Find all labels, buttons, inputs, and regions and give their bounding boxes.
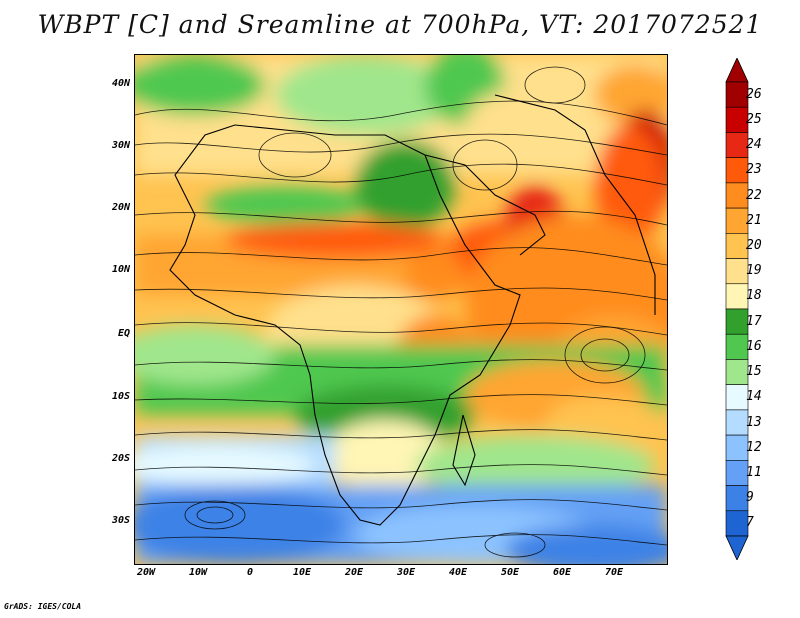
colorbar-cell bbox=[725, 157, 749, 184]
colorbar-cell bbox=[725, 283, 749, 310]
colorbar-cell bbox=[725, 132, 749, 158]
colorbar-label: 26 bbox=[746, 86, 762, 102]
lat-label: 40N bbox=[111, 78, 130, 89]
lon-label: 10E bbox=[292, 567, 312, 578]
colorbar-cell bbox=[725, 333, 749, 360]
colorbar-cell bbox=[725, 233, 749, 259]
colorbar-cell bbox=[725, 258, 749, 285]
colorbar-max-arrow bbox=[725, 58, 749, 83]
colorbar-label: 21 bbox=[746, 212, 762, 228]
colorbar-label: 12 bbox=[746, 439, 762, 455]
colorbar-cell bbox=[725, 308, 749, 335]
colorbar-cell bbox=[725, 409, 749, 436]
lat-label: 20N bbox=[111, 202, 130, 213]
colorbar-cell bbox=[725, 81, 749, 108]
wbpt-streamline-plot bbox=[135, 55, 667, 564]
colorbar-label: 9 bbox=[746, 490, 754, 506]
lat-label: EQ bbox=[117, 328, 130, 339]
lat-label: 30N bbox=[111, 140, 130, 151]
lon-label: 20E bbox=[344, 567, 364, 578]
colorbar-label: 14 bbox=[746, 389, 762, 405]
colorbar-cell bbox=[725, 460, 749, 486]
colorbar-min-arrow bbox=[725, 535, 749, 560]
lon-label: 10W bbox=[188, 567, 208, 578]
colorbar-label: 25 bbox=[746, 111, 762, 127]
colorbar-label: 22 bbox=[746, 187, 762, 203]
lon-label: 0 bbox=[246, 567, 254, 578]
weather-map bbox=[134, 54, 668, 565]
colorbar-label: 24 bbox=[746, 137, 762, 153]
colorbar bbox=[725, 58, 749, 560]
streamlines bbox=[135, 66, 667, 558]
colorbar-cell bbox=[725, 510, 749, 537]
lon-label: 50E bbox=[500, 567, 520, 578]
colorbar-label: 18 bbox=[746, 288, 762, 304]
colorbar-label: 16 bbox=[746, 338, 762, 354]
colorbar-label: 19 bbox=[746, 263, 762, 279]
lon-label: 40E bbox=[448, 567, 468, 578]
colorbar-label: 7 bbox=[746, 515, 754, 531]
map-title: WBPT [C] and Sreamline at 700hPa, VT: 20… bbox=[37, 10, 763, 39]
lon-label: 30E bbox=[396, 567, 416, 578]
colorbar-label: 20 bbox=[746, 237, 762, 253]
lat-label: 10N bbox=[111, 264, 130, 275]
colorbar-label: 13 bbox=[746, 414, 762, 430]
lon-label: 60E bbox=[552, 567, 572, 578]
lon-label: 70E bbox=[604, 567, 624, 578]
colorbar-cell bbox=[725, 384, 749, 411]
lon-label: 20W bbox=[136, 567, 156, 578]
lat-label: 10S bbox=[111, 391, 130, 402]
colorbar-label: 11 bbox=[746, 464, 762, 480]
colorbar-cell bbox=[725, 182, 749, 209]
colorbar-cell bbox=[725, 359, 749, 385]
colorbar-label: 23 bbox=[746, 162, 762, 178]
lat-label: 30S bbox=[111, 515, 130, 526]
colorbar-label: 15 bbox=[746, 364, 762, 380]
lat-label: 20S bbox=[111, 453, 130, 464]
colorbar-cell bbox=[725, 485, 749, 512]
colorbar-cell bbox=[725, 106, 749, 133]
colorbar-cell bbox=[725, 434, 749, 461]
coastlines bbox=[169, 94, 656, 526]
colorbar-label: 17 bbox=[746, 313, 762, 329]
grads-credit: GrADS: IGES/COLA bbox=[4, 602, 82, 611]
colorbar-cell bbox=[725, 207, 749, 234]
